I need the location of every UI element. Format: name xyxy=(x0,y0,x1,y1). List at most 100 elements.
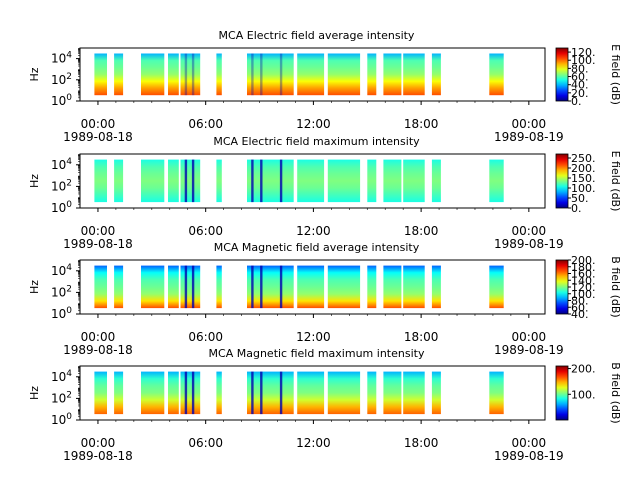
y-tick-label: 104 xyxy=(51,157,72,172)
spectrogram-segment xyxy=(367,371,377,415)
colorbar-tick-label: 100. xyxy=(571,54,596,67)
y-tick-label: 104 xyxy=(51,369,72,384)
spectrogram-segment xyxy=(94,265,107,309)
spectrogram-dropout xyxy=(191,265,195,309)
x-tick-date: 1989-08-19 xyxy=(494,449,564,463)
spectrogram-dropout xyxy=(251,371,254,415)
y-tick-label: 100 xyxy=(51,306,72,321)
spectrogram-dropout xyxy=(191,53,195,96)
spectrogram-segment xyxy=(489,53,504,96)
spectrogram-segment xyxy=(216,159,222,203)
colorbar-tick-label: 120. xyxy=(571,281,596,294)
x-tick-label: 06:00 xyxy=(188,117,223,131)
spectrogram-segment xyxy=(367,265,377,309)
y-tick-label: 102 xyxy=(51,72,72,87)
colorbar-tick-label: 200. xyxy=(571,254,596,267)
x-tick-label: 00:00 xyxy=(81,224,116,238)
spectrogram-dropout xyxy=(260,159,263,203)
panel-3: MCA Magnetic field average intensity 100 1… xyxy=(28,241,622,357)
x-tick-date: 1989-08-19 xyxy=(494,343,564,357)
spectrogram-segment xyxy=(327,159,361,203)
y-axis-label: Hz xyxy=(28,280,41,294)
spectrogram-segment xyxy=(297,53,325,96)
spectrogram-segment xyxy=(383,371,402,415)
spectrogram-segment xyxy=(141,265,165,309)
spectrogram-segment xyxy=(403,265,425,309)
spectrogram-segment xyxy=(94,371,107,415)
spectrogram-segment xyxy=(489,159,504,203)
y-axis-label: Hz xyxy=(28,67,41,81)
colorbar-label: B field (dB) xyxy=(609,256,622,317)
spectrogram-segment xyxy=(489,265,504,309)
colorbar xyxy=(555,365,569,421)
colorbar-label: E field (dB) xyxy=(609,151,622,212)
colorbar-tick-label: 60. xyxy=(571,71,589,84)
spectrogram-dropout xyxy=(251,53,254,96)
x-tick-label: 18:00 xyxy=(404,224,439,238)
spectrogram-segment xyxy=(247,53,294,96)
spectrogram-segment xyxy=(431,53,441,96)
y-tick-label: 100 xyxy=(51,93,72,108)
y-tick-label: 104 xyxy=(51,51,72,66)
x-tick-label: 00:00 xyxy=(512,224,547,238)
spectrogram-dropout xyxy=(260,371,263,415)
x-tick-label: 00:00 xyxy=(81,117,116,131)
spectrogram-segment xyxy=(489,371,504,415)
colorbar-tick-label: 80. xyxy=(571,295,589,308)
colorbar-tick-label: 100. xyxy=(571,288,596,301)
spectrogram-segment xyxy=(247,159,294,203)
colorbar-tick-label: 40. xyxy=(571,308,589,321)
spectrogram-segment xyxy=(247,265,294,309)
colorbar-tick-label: 50. xyxy=(571,192,589,205)
panel-4: MCA Magnetic field maximum intensity 100 1… xyxy=(28,347,622,463)
spectrogram-segment xyxy=(431,265,441,309)
colorbar xyxy=(555,47,569,102)
spectrogram-segment xyxy=(114,371,124,415)
colorbar-tick-label: 140. xyxy=(571,274,596,287)
colorbar xyxy=(555,259,569,315)
spectrogram-dropout xyxy=(251,159,254,203)
panel-title: MCA Magnetic field average intensity xyxy=(214,241,420,254)
colorbar-label: E field (dB) xyxy=(609,44,622,105)
colorbar-tick-label: 40. xyxy=(571,79,589,92)
spectrogram-dropout xyxy=(279,159,283,203)
spectrogram-segment xyxy=(168,265,179,309)
spectrogram-dropout xyxy=(279,53,283,96)
spectrogram-segment xyxy=(168,159,179,203)
spectrogram-segment xyxy=(180,371,201,415)
x-tick-label: 12:00 xyxy=(296,117,331,131)
spectrogram-segment xyxy=(216,53,222,96)
x-tick-label: 00:00 xyxy=(81,436,116,450)
spectrogram-segment xyxy=(114,265,124,309)
spectrogram-segment xyxy=(327,371,361,415)
y-axis-label: Hz xyxy=(28,174,41,188)
spectrogram-segment xyxy=(180,53,201,96)
spectrogram-segment xyxy=(327,53,361,96)
x-tick-label: 18:00 xyxy=(404,436,439,450)
spectrogram-segment xyxy=(141,53,165,96)
spectrogram-dropout xyxy=(279,371,283,415)
colorbar-tick-label: 200. xyxy=(571,363,596,376)
colorbar-tick-label: 250. xyxy=(571,152,596,165)
spectrogram-segment xyxy=(383,265,402,309)
x-tick-label: 12:00 xyxy=(296,436,331,450)
spectrogram-segment xyxy=(141,159,165,203)
panel-1: MCA Electric field average intensity 100 1… xyxy=(28,29,622,144)
x-tick-label: 06:00 xyxy=(188,436,223,450)
panel-2: MCA Electric field maximum intensity 100 1… xyxy=(28,135,622,251)
spectrogram-segment xyxy=(297,265,325,309)
y-axis-label: Hz xyxy=(28,386,41,400)
panel-title: MCA Electric field maximum intensity xyxy=(213,135,420,148)
spectrogram-dropout xyxy=(251,265,254,309)
x-tick-label: 18:00 xyxy=(404,330,439,344)
x-tick-date: 1989-08-19 xyxy=(494,130,564,144)
spectrogram-dropout xyxy=(184,53,188,96)
colorbar-tick-label: 180. xyxy=(571,261,596,274)
spectrogram-segment xyxy=(383,159,402,203)
y-tick-label: 104 xyxy=(51,263,72,278)
x-tick-label: 00:00 xyxy=(512,117,547,131)
x-tick-date: 1989-08-18 xyxy=(63,449,133,463)
spectrogram-dropout xyxy=(184,159,188,203)
x-tick-label: 06:00 xyxy=(188,224,223,238)
colorbar-tick-label: 160. xyxy=(571,268,596,281)
